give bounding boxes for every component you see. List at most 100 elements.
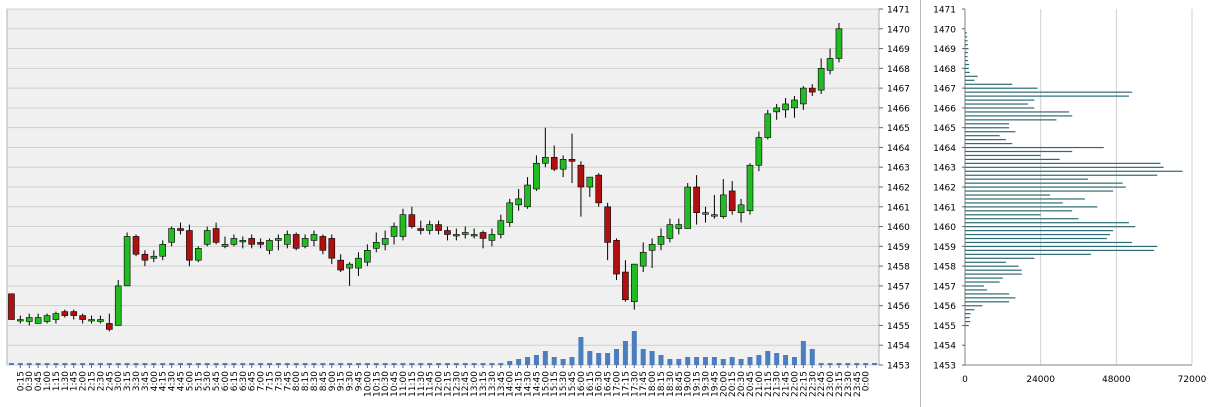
y-tick-label: 1453 [887,362,910,372]
volume-bar [551,357,557,365]
x-tick-label: 17:00 [613,371,623,397]
candle-body [257,242,264,245]
x-tick-label: 22:45 [817,371,827,397]
volume-bar [872,363,878,365]
x-tick-label: 11:45 [426,371,436,397]
y-tick-label: 1459 [887,243,910,253]
y-tick-label: 1468 [933,65,956,75]
panel-divider [920,0,921,407]
x-tick-label: 15:15 [550,371,560,397]
profile-bar [965,317,970,319]
profile-bar [965,139,1006,141]
volume-bar [649,351,655,365]
x-tick-label: 16:15 [586,371,596,397]
profile-bar [965,249,1155,251]
volume-bar [186,363,192,365]
volume-bar [444,363,450,365]
candle-body [106,323,113,330]
profile-bar [965,170,1183,172]
volume-bar [249,363,255,365]
candle-body [390,226,398,237]
volume-bar [409,363,415,365]
volume-bar [658,355,664,365]
volume-bar [8,363,14,365]
x-tick-label: 9:45 [354,371,364,391]
y-tick-label: 1460 [933,223,956,233]
x-tick-label: 13:15 [479,371,489,397]
volume-bar [284,363,290,365]
candle-body [631,263,638,303]
y-tick-label: 1469 [887,45,910,55]
candle-body [613,240,620,275]
x-tick-label: 8:30 [310,371,320,391]
candle-body [470,234,478,237]
x-tick-label: 23:45 [853,371,863,397]
y-tick-label: 1471 [887,6,910,16]
profile-bar [965,103,1029,105]
candle-body [719,194,727,217]
x-tick-label: 19:30 [701,371,711,397]
x-tick-label: 7:00 [257,371,267,391]
x-tick-label: 21:00 [755,371,765,397]
y-tick-label: 1454 [933,342,956,352]
candle-body [488,234,496,241]
x-tick-label: 5:45 [212,371,222,391]
profile-bar [965,198,1085,200]
volume-bar [17,363,23,365]
x-tick-label: 5:15 [194,371,204,391]
profile-bar [965,269,1022,271]
candle-body [808,87,816,93]
profile-bar [965,162,1161,164]
volume-bar [471,363,477,365]
volume-bar [151,363,157,365]
x-tick-label: 21:15 [764,371,774,397]
x-tick-label: 8:00 [292,371,302,391]
volume-bar [302,363,308,365]
profile-bar [965,226,1136,228]
volume-bar [142,363,148,365]
profile-bar [965,233,1111,236]
candle-body [461,232,469,235]
candle-body [283,234,291,245]
x-tick-label: 12:15 [443,371,453,397]
profile-bar [965,146,1104,149]
x-tick-label: 2:15 [88,371,98,391]
y-tick-label: 1461 [933,203,956,213]
profile-bar [965,75,978,77]
volume-bar [774,353,780,365]
x-tick-label: 10:15 [372,371,382,397]
y-tick-label: 1455 [887,322,910,332]
x-tick-label: 0:45 [34,371,44,391]
candle-body [177,228,184,231]
x-tick-label: 1:45 [70,371,80,391]
candle-body [453,234,460,237]
candle-body [79,315,86,320]
x-tick-label: 18:30 [666,371,676,397]
x-tick-label: 14:45 [532,371,542,397]
profile-bar [965,166,1164,168]
x-tick-label: 8:15 [301,371,311,391]
volume-bar [338,363,344,365]
volume-bar [160,363,166,365]
x-tick-label: 18:00 [648,371,658,397]
candle-body [159,244,167,257]
profile-bar [965,186,1126,188]
profile-bar [965,59,969,62]
candlestick-chart: 1453 1454 1455 1456 1457 1458 1459 1460 1461 1462… [6,6,910,397]
x-tick-label: 6:30 [239,371,249,391]
candle-body [702,212,709,215]
volume-bar [747,357,753,365]
candle-body [755,137,763,166]
x-tick-label: 12:00 [435,371,445,397]
candle-body [150,255,158,259]
y-tick-label: 1461 [887,203,910,213]
candle-body [221,244,229,247]
profile-bar [965,277,1003,279]
volume-bar [364,363,370,365]
x-tick-label: 14:30 [524,371,534,397]
volume-bar [756,355,762,365]
candle-body [346,263,353,269]
x-tick-label: 9:15 [337,371,347,391]
volume-bar [106,363,112,365]
x-tick-label: 6:00 [221,371,231,391]
